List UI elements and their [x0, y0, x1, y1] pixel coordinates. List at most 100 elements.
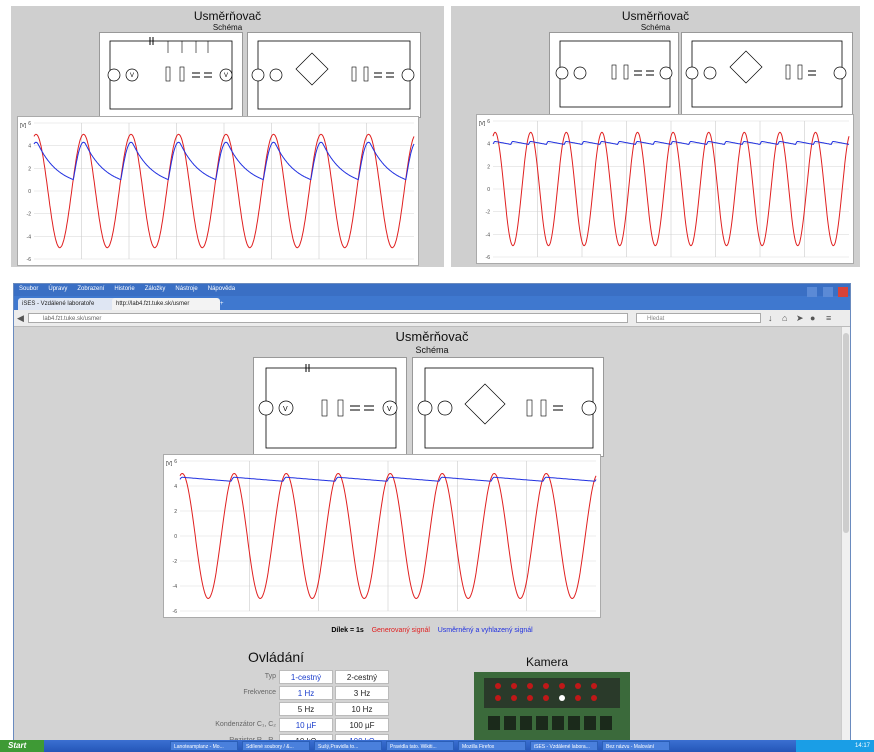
chart-svg: 6 4 2 0 -2 -4 -6 [V]: [166, 459, 597, 615]
window-controls: [806, 284, 848, 297]
control-button[interactable]: 3 Hz: [335, 686, 389, 700]
control-label: Kondenzátor C₁, C₂: [215, 721, 276, 728]
y-tick-label: 0: [487, 187, 490, 193]
schematic-drawing: V V: [258, 364, 398, 449]
y-tick-label: 4: [487, 142, 490, 148]
menu-item[interactable]: Úpravy: [48, 286, 68, 292]
panel-title: Usměrňovač: [621, 9, 690, 23]
panel-full-wave: Usměrňovač Schéma 6 4 2 0 -2 -4: [451, 6, 860, 267]
control-button[interactable]: 10 kΩ: [279, 734, 333, 741]
back-icon[interactable]: ◀: [17, 313, 24, 323]
menu-item[interactable]: Zobrazení: [77, 286, 105, 292]
maximize-button[interactable]: [822, 287, 833, 297]
menu-item[interactable]: Nápověda: [207, 286, 236, 292]
taskbar-item[interactable]: Sušý,Pravidla to...: [314, 741, 382, 751]
menu-item[interactable]: Záložky: [144, 286, 166, 292]
camera-frame: [474, 672, 630, 741]
navigation-bar: ◀ lab4.fzt.tuke.sk/usmer Hledat ↓ ⌂ ➤ ● …: [14, 310, 850, 327]
panel-subtitle: Schéma: [640, 23, 671, 32]
schematic-drawing: V V: [107, 37, 233, 110]
close-button[interactable]: [838, 287, 848, 297]
schematic-half-wave: V V: [253, 357, 407, 457]
schematic-half-wave: V V: [99, 32, 243, 118]
scrollbar-thumb[interactable]: [843, 333, 849, 533]
taskbar-item[interactable]: Mozilla Firefox: [458, 741, 526, 751]
series-rectified-line: [33, 141, 415, 181]
taskbar: Start Lanoteamplanz - Mo... Sdílené soubo…: [0, 740, 874, 752]
control-button[interactable]: 100 kΩ: [335, 734, 389, 741]
page-subtitle: Schéma: [415, 345, 449, 355]
chart-svg: 6 4 2 0 -2 -4 -6 [V]: [20, 121, 415, 263]
series-rectified-line: [492, 141, 850, 145]
camera-title: Kamera: [526, 655, 569, 669]
start-button[interactable]: Start: [0, 740, 44, 752]
menu-item[interactable]: Soubor: [19, 286, 39, 292]
control-label: Typ: [264, 673, 276, 680]
menu-item[interactable]: Historie: [114, 286, 135, 292]
control-button[interactable]: 10 Hz: [335, 702, 389, 716]
panel-subtitle: Schéma: [212, 23, 243, 32]
y-axis-label: [V]: [20, 123, 27, 129]
chart-svg: 6 4 2 0 -2 -4 -6 [V]: [479, 119, 850, 261]
chart-half-wave: 6 4 2 0 -2 -4 -6 [V]: [17, 116, 419, 266]
controls-title: Ovládání: [248, 649, 305, 665]
home-icon[interactable]: ⌂: [782, 313, 788, 323]
legend-generated: Generovaný signál: [371, 627, 430, 634]
y-tick-label: 4: [28, 144, 31, 150]
schematic-full-wave: [412, 357, 604, 457]
chat-icon[interactable]: ●: [810, 313, 816, 323]
series-generated-line: [33, 133, 415, 249]
schematic-drawing: [555, 40, 673, 108]
address-bar[interactable]: lab4.fzt.tuke.sk/usmer: [28, 313, 628, 323]
tab-usmernovac[interactable]: http://lab4.fzt.tuke.sk/usmer: [112, 298, 220, 310]
y-tick-label: 6: [28, 121, 31, 127]
legend-rectified: Usměrněný a vyhlazený signál: [437, 627, 533, 634]
control-button[interactable]: 2-cestný: [335, 670, 389, 684]
y-tick-label: 4: [174, 484, 177, 490]
schematic-drawing: [251, 40, 415, 110]
minimize-button[interactable]: [807, 287, 818, 297]
new-tab-button[interactable]: +: [220, 301, 224, 307]
taskbar-item[interactable]: Sdílené soubory / &...: [242, 741, 310, 751]
y-tick-label: 0: [28, 189, 31, 195]
series-generated-line: [179, 472, 597, 600]
tab-ises[interactable]: iSES - Vzdálené laboratoře: [18, 298, 118, 310]
search-field[interactable]: Hledat: [636, 313, 761, 323]
chart-full-wave: 6 4 2 0 -2 -4 -6 [V]: [476, 114, 854, 264]
taskbar-item[interactable]: iSES - Vzdálené labora...: [530, 741, 598, 751]
y-tick-label: 6: [174, 459, 177, 465]
download-icon[interactable]: ↓: [768, 313, 773, 323]
svg-text:V: V: [283, 406, 288, 413]
camera-image: [474, 672, 630, 741]
control-button[interactable]: 100 µF: [335, 718, 389, 732]
taskbar-item[interactable]: Bez názvu - Malování: [602, 741, 670, 751]
control-button[interactable]: 5 Hz: [279, 702, 333, 716]
page-content: Usměrňovač Schéma V V: [14, 327, 850, 741]
panel-title: Usměrňovač: [193, 9, 262, 23]
y-tick-label: 2: [174, 509, 177, 515]
control-button[interactable]: 1 Hz: [279, 686, 333, 700]
chart-live: 6 4 2 0 -2 -4 -6 [V]: [163, 454, 601, 618]
taskbar-item[interactable]: Lanoteamplanz - Mo...: [170, 741, 238, 751]
series-generated-line: [492, 131, 850, 247]
taskbar-item[interactable]: Pravidla tato. Wikiti...: [386, 741, 454, 751]
menu-item[interactable]: Nástroje: [175, 286, 198, 292]
menu-bar: Soubor Úpravy Zobrazení Historie Záložky Nást…: [14, 284, 850, 296]
y-tick-label: 2: [487, 164, 490, 170]
control-button[interactable]: 10 µF: [279, 718, 333, 732]
svg-text:V: V: [130, 73, 134, 79]
y-tick-label: -6: [27, 257, 32, 263]
panel-half-wave: Usměrňovač Schéma V V: [11, 6, 444, 267]
send-icon[interactable]: ➤: [796, 313, 804, 323]
control-label: Rezistor R₁, R₂: [229, 737, 276, 741]
y-tick-label: -4: [486, 232, 491, 238]
y-tick-label: -2: [173, 559, 178, 565]
y-tick-label: -4: [27, 234, 32, 240]
tab-bar: iSES - Vzdálené laboratoře http://lab4.f…: [14, 287, 850, 310]
legend-division: Dílek = 1s: [331, 627, 364, 634]
y-tick-label: -2: [486, 210, 491, 216]
control-label: Frekvence: [243, 689, 276, 696]
control-button[interactable]: 1-cestný: [279, 670, 333, 684]
scrollbar[interactable]: [841, 327, 850, 741]
menu-icon[interactable]: ≡: [826, 313, 832, 323]
